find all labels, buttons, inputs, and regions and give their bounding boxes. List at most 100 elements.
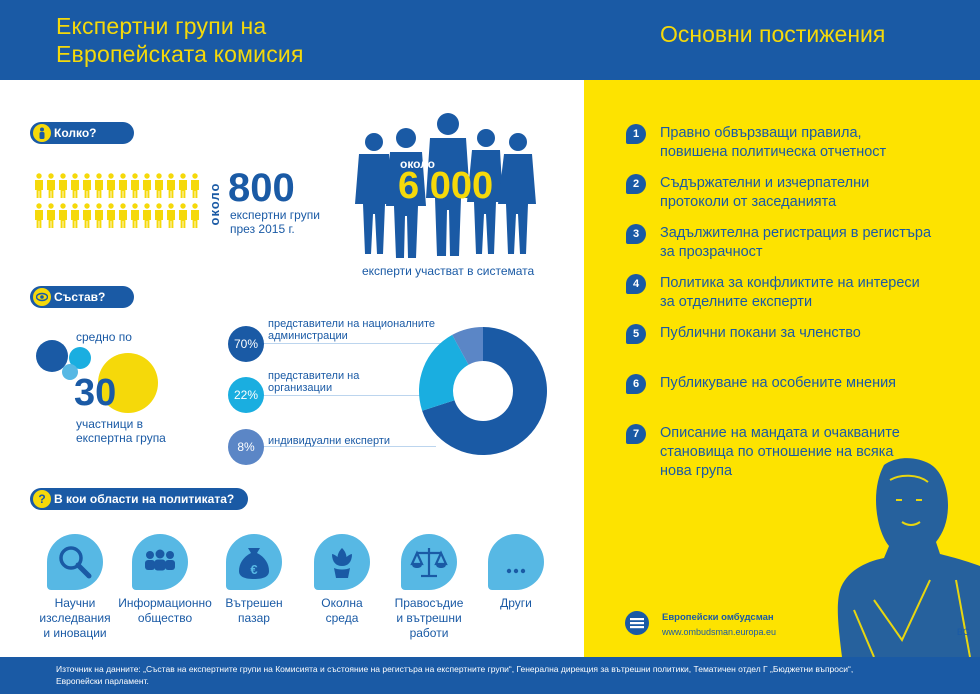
- area-label-environment-line1: Околна: [321, 596, 363, 610]
- share-line-1: [246, 343, 456, 344]
- people-icon: [145, 549, 175, 571]
- area-label-information-society-line2: общество: [137, 611, 193, 625]
- area-label-research: Научни изследвания и иновации: [30, 596, 120, 641]
- area-label-justice-line1: Правосъдие: [394, 596, 464, 610]
- share-label-3: индивидуални експерти: [268, 435, 390, 447]
- experts-around-label: около: [400, 157, 436, 171]
- area-label-environment: Околна среда: [302, 596, 382, 626]
- donut-slice-1: [422, 327, 547, 455]
- achievement-text-line1: Публикуване на особените мнения: [660, 375, 897, 391]
- achievement-text: Политика за конфликтите на интереси за о…: [660, 274, 920, 312]
- achievement-number: 7: [626, 424, 646, 444]
- area-environment: [314, 534, 370, 590]
- share-label-1-line1: представители на националните: [268, 318, 436, 330]
- achievement-text-line2: повишена политическа отчетност: [660, 144, 887, 160]
- how-many-label: Колко?: [54, 126, 97, 140]
- area-label-information-society: Информационно общество: [110, 596, 220, 626]
- eye-icon: [33, 288, 51, 306]
- achievement-number: 3: [626, 224, 646, 244]
- flower-icon: [332, 548, 352, 578]
- area-research: [47, 534, 103, 590]
- share-label-1-line2: администрации: [268, 330, 348, 342]
- ombudsman-title: Европейски омбудсман: [662, 612, 774, 623]
- page-title: Експертни групи на Европейската комисия: [56, 12, 304, 68]
- achievement-text: Съдържателни и изчерпателни протоколи от…: [660, 174, 869, 212]
- areas-pill: ? В кои области на политиката?: [30, 488, 248, 510]
- area-label-environment-line2: среда: [325, 611, 359, 625]
- achievement-text-line2: за отделните експерти: [660, 294, 813, 310]
- areas-label: В кои области на политиката?: [54, 492, 235, 506]
- how-many-pill: Колко?: [30, 122, 134, 144]
- share-label-2: представители на организации: [268, 370, 359, 394]
- achievement-text-line3: нова група: [660, 463, 733, 479]
- achievement-text-line1: Задължителна регистрация в регистъра: [660, 225, 932, 241]
- area-internal-market: €: [226, 534, 282, 590]
- achievement-text: Правно обвързващи правила, повишена поли…: [660, 124, 886, 162]
- footer-line1: Източник на данните: „Състав на експертн…: [56, 664, 854, 674]
- achievement-text-line1: Правно обвързващи правила,: [660, 125, 862, 141]
- area-label-internal-market: Вътрешен пазар: [214, 596, 294, 626]
- groups-around-label: около: [206, 176, 226, 232]
- achievement-text-line1: Описание на мандата и очакваните: [660, 425, 900, 441]
- average-value: 30: [74, 372, 117, 414]
- donut-slice-2: [419, 334, 469, 411]
- groups-caption-line2: през 2015 г.: [230, 222, 295, 236]
- woman-portrait-icon: [837, 458, 980, 657]
- experts-caption: експерти участват в системата: [362, 264, 535, 278]
- bubbles-icon: [36, 340, 158, 413]
- composition-pill: Състав?: [30, 286, 134, 308]
- page-title-line2: Европейската комисия: [56, 41, 304, 67]
- achievement-text: Описание на мандата и очакваните станови…: [660, 424, 900, 481]
- area-other: [488, 534, 544, 590]
- svg-text:€: €: [250, 562, 257, 577]
- achievement-text-line1: Съдържателни и изчерпателни: [660, 175, 870, 191]
- right-panel: [584, 80, 980, 657]
- area-label-information-society-line1: Информационно: [118, 596, 212, 610]
- share-bubble-1: 70%: [228, 326, 264, 362]
- average-caption-line1: участници в: [76, 417, 144, 431]
- footer-source: Източник на данните: „Състав на експертн…: [0, 657, 980, 694]
- composition-label: Състав?: [54, 290, 106, 304]
- area-label-justice-line3: работи: [409, 626, 449, 640]
- experts-value: 6 000: [398, 165, 494, 207]
- business-people-icon: [355, 113, 536, 258]
- achievement-text-line2: за прозрачност: [660, 244, 763, 260]
- groups-value: 800: [228, 166, 295, 210]
- achievement-number: 6: [626, 374, 646, 394]
- person-icon: [33, 124, 51, 142]
- groups-caption: експертни групи през 2015 г.: [230, 208, 320, 236]
- achievement-text: Публикуване на особените мнения: [660, 374, 896, 393]
- dots-icon: [506, 568, 526, 574]
- achievement-text-line2: протоколи от заседанията: [660, 194, 837, 210]
- achievement-text-line1: Политика за конфликтите на интереси: [660, 275, 920, 291]
- ombudsman-url[interactable]: www.ombudsman.europa.eu: [662, 627, 777, 637]
- area-label-other-line1: Други: [500, 596, 532, 610]
- achievement-number: 2: [626, 174, 646, 194]
- area-label-research-line3: и иновации: [43, 626, 107, 640]
- achievement-text-line2: становища по отношение на всяка: [660, 444, 894, 460]
- share-line-2: [246, 395, 426, 396]
- area-label-internal-market-line1: Вътрешен: [225, 596, 283, 610]
- ombudsman-logo-icon: [625, 611, 649, 635]
- header: Експертни групи на Европейската комисия …: [0, 0, 980, 80]
- achievement-number: 1: [626, 124, 646, 144]
- groups-caption-line1: експертни групи: [230, 208, 320, 222]
- share-bubble-2: 22%: [228, 377, 264, 413]
- area-label-justice-line2: и вътрешни: [396, 611, 462, 625]
- composition-donut: [419, 327, 547, 455]
- scales-icon: [410, 548, 448, 578]
- magnifier-icon: [59, 546, 92, 579]
- share-label-2-line2: организации: [268, 382, 333, 394]
- euro-bag-icon: €: [239, 548, 269, 579]
- area-information-society: [132, 534, 188, 590]
- area-label-justice: Правосъдие и вътрешни работи: [384, 596, 474, 641]
- area-label-research-line2: изследвания: [39, 611, 111, 625]
- area-label-internal-market-line2: пазар: [238, 611, 270, 625]
- page-title-line1: Експертни групи на: [56, 13, 267, 39]
- question-icon: ?: [33, 490, 51, 508]
- average-caption-line2: експертна група: [76, 431, 166, 445]
- achievement-number: 4: [626, 274, 646, 294]
- groups-around-text: около: [207, 182, 222, 226]
- achievement-text-line1: Публични покани за членство: [660, 325, 861, 341]
- language-code: BG: [957, 627, 971, 637]
